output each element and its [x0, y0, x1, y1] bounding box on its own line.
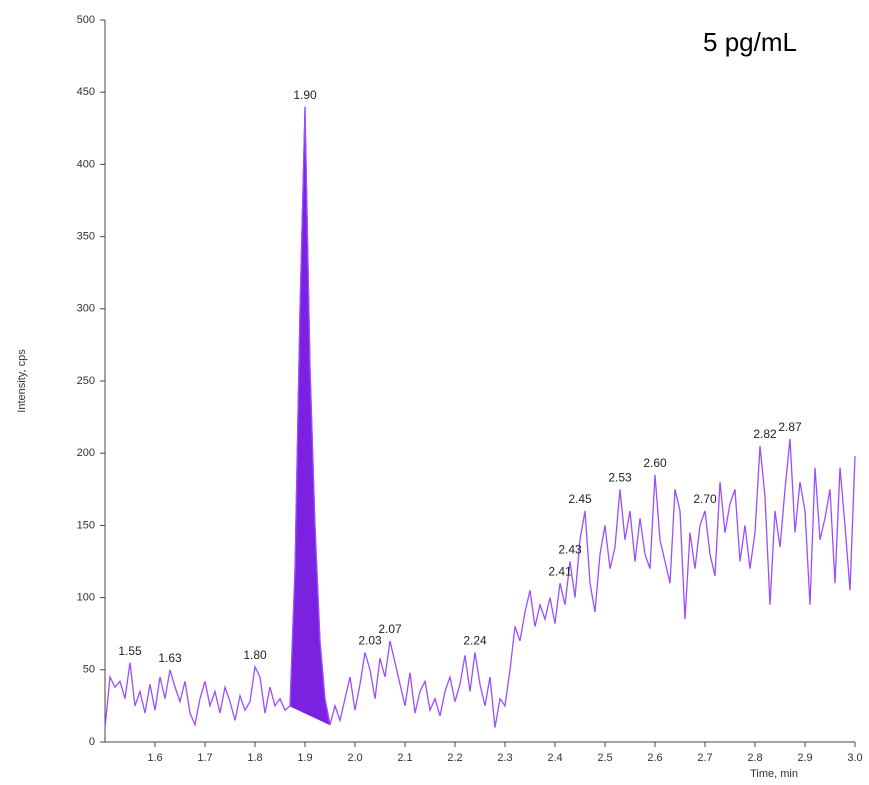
peak-label: 2.03: [358, 634, 382, 648]
peak-label: 2.87: [778, 420, 802, 434]
peak-label: 1.55: [118, 644, 142, 658]
x-tick-label: 2.2: [447, 752, 462, 764]
x-tick-label: 1.9: [297, 752, 312, 764]
peak-label: 2.24: [463, 634, 487, 648]
trace-line: [104, 106, 856, 728]
peak-label: 2.45: [568, 492, 592, 506]
x-tick-label: 2.8: [747, 752, 762, 764]
peak-label: 2.41: [548, 564, 572, 578]
peak-label: 1.90: [293, 88, 317, 102]
peak-label: 2.70: [693, 492, 717, 506]
peak-label: 2.60: [643, 456, 667, 470]
x-tick-label: 2.9: [797, 752, 812, 764]
y-tick-label: 250: [77, 375, 95, 387]
y-tick-label: 400: [77, 158, 95, 170]
x-tick-label: 2.3: [497, 752, 512, 764]
peak-area: [289, 106, 331, 726]
chart-title: 5 pg/mL: [703, 27, 797, 57]
peak-label: 1.63: [158, 651, 182, 665]
peak-label: 2.07: [378, 622, 402, 636]
peak-label: 2.43: [558, 543, 582, 557]
x-tick-label: 2.5: [597, 752, 612, 764]
x-axis-label: Time, min: [750, 768, 798, 780]
peak-label: 2.82: [753, 427, 777, 441]
x-tick-label: 2.1: [397, 752, 412, 764]
y-tick-label: 0: [89, 736, 95, 748]
x-tick-label: 3.0: [847, 752, 862, 764]
y-tick-label: 150: [77, 519, 95, 531]
y-tick-label: 300: [77, 303, 95, 315]
x-tick-label: 2.6: [647, 752, 662, 764]
y-tick-label: 350: [77, 231, 95, 243]
peak-label: 1.80: [243, 648, 267, 662]
x-tick-label: 2.4: [547, 752, 562, 764]
x-tick-label: 2.0: [347, 752, 362, 764]
y-tick-label: 500: [77, 14, 95, 26]
x-tick-label: 2.7: [697, 752, 712, 764]
y-tick-label: 50: [83, 664, 95, 676]
peak-label: 2.53: [608, 470, 632, 484]
y-tick-label: 450: [77, 86, 95, 98]
y-tick-label: 100: [77, 592, 95, 604]
y-axis-label: Intensity, cps: [16, 349, 28, 413]
x-tick-label: 1.8: [247, 752, 262, 764]
x-tick-label: 1.6: [147, 752, 162, 764]
x-tick-label: 1.7: [197, 752, 212, 764]
y-tick-label: 200: [77, 447, 95, 459]
